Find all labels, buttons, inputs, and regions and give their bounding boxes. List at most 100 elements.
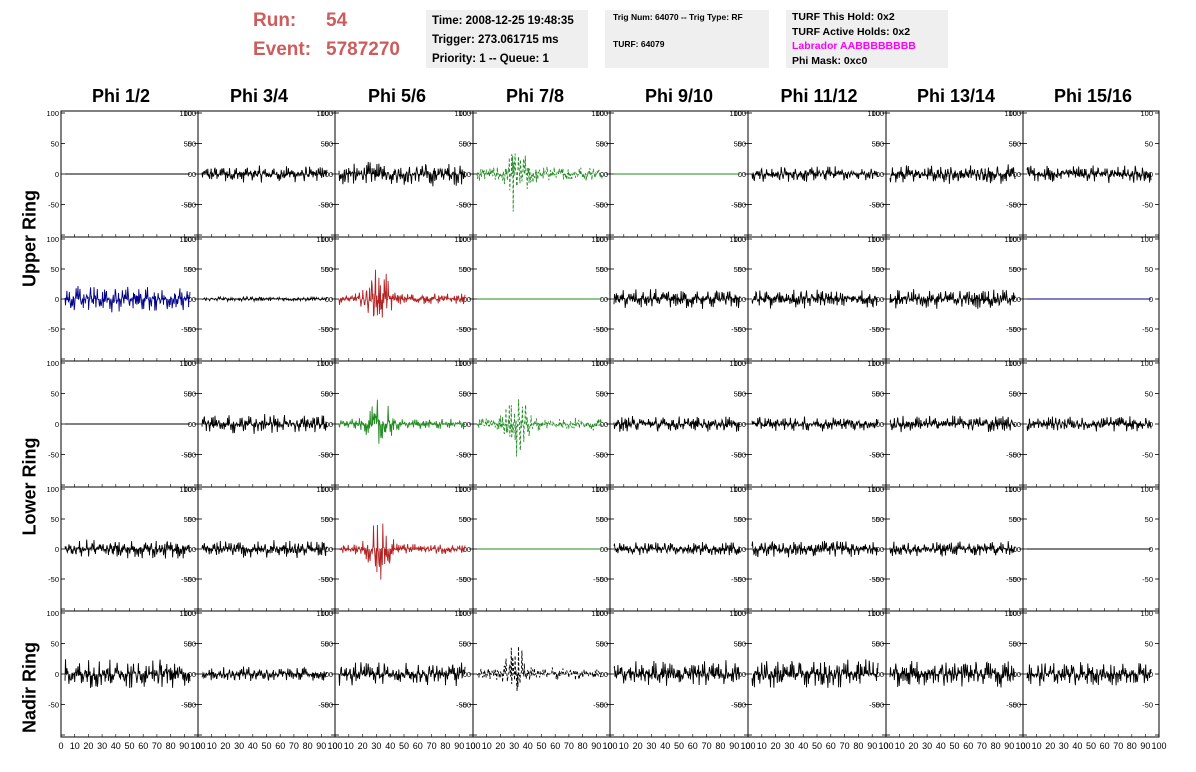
y-tick-label: 50 [184,390,192,399]
y-tick-label: 0 [1017,545,1021,554]
y-tick-label: 0 [329,670,333,679]
x-tick-label: 70 [702,741,712,751]
y-tick-label: -50 [318,451,329,460]
y-tick-label: 50 [321,265,329,274]
x-tick-label: 100 [602,741,617,751]
y-tick-label: 0 [188,295,192,304]
x-tick-label: 90 [1140,741,1150,751]
y-tick-label: 100 [1004,485,1017,494]
y-tick-label: 50 [738,390,746,399]
y-tick-label: -50 [869,575,880,584]
y-tick-label: -50 [185,575,196,584]
waveform-trace [889,289,1016,309]
y-tick-label: 0 [192,670,196,679]
y-tick-label: -50 [735,325,746,334]
x-tick-label: 40 [385,741,395,751]
y-tick-label: 50 [872,390,880,399]
y-tick-label: -50 [322,701,333,710]
y-tick-label: 50 [463,390,471,399]
y-tick-label: 100 [591,609,604,618]
x-tick-label: 80 [991,741,1001,751]
y-tick-label: 0 [188,420,192,429]
y-tick-label: -50 [597,701,608,710]
y-tick-label: 100 [183,235,196,244]
y-tick-label: 50 [463,640,471,649]
y-tick-label: 100 [1004,609,1017,618]
y-tick-label: -50 [48,201,59,210]
y-tick-label: -50 [322,201,333,210]
y-tick-label: 100 [1008,485,1021,494]
run-value: 54 [326,10,348,31]
y-tick-label: -50 [731,701,742,710]
waveform-trace [751,289,879,309]
turf-info-box: TURF This Hold: 0x2 TURF Active Holds: 0… [786,10,948,68]
y-tick-label: 0 [467,545,471,554]
y-tick-label: 100 [316,609,329,618]
phi-header-1: Phi 1/2 [91,86,151,106]
x-tick-label: 50 [261,741,271,751]
y-tick-label: -50 [48,575,59,584]
y-tick-label: 50 [600,515,608,524]
y-tick-label: 0 [600,545,604,554]
y-tick-label: -50 [185,201,196,210]
y-tick-label: 100 [316,359,329,368]
y-tick-label: 100 [595,109,608,118]
y-tick-label: 50 [188,640,196,649]
x-tick-label: 60 [1100,741,1110,751]
y-tick-label: 50 [459,140,467,149]
y-tick-label: 100 [458,485,471,494]
waveform-trace [613,415,741,432]
x-tick-label: 50 [1086,741,1096,751]
y-tick-label: 50 [459,640,467,649]
waveform-trace [338,269,466,318]
waveform-trace [201,540,328,559]
y-tick-label: 50 [184,140,192,149]
y-tick-label: -50 [185,325,196,334]
y-tick-label: 50 [872,140,880,149]
y-tick-label: 100 [458,359,471,368]
y-tick-label: 100 [1140,109,1153,118]
x-tick-label: 0 [195,741,200,751]
x-tick-label: 0 [745,741,750,751]
y-tick-label: 100 [871,485,884,494]
y-tick-label: 100 [871,609,884,618]
y-tick-label: 50 [876,515,884,524]
y-tick-label: 100 [733,109,746,118]
y-tick-label: 0 [742,670,746,679]
y-tick-label: -50 [460,701,471,710]
y-tick-label: -50 [318,575,329,584]
y-tick-label: 50 [188,515,196,524]
y-tick-label: 0 [880,545,884,554]
x-tick-label: 80 [303,741,313,751]
y-tick-label: 50 [1013,265,1021,274]
y-tick-label: -50 [318,201,329,210]
y-tick-label: 0 [467,670,471,679]
y-tick-label: -50 [318,701,329,710]
y-tick-label: 0 [604,170,608,179]
y-tick-label: 100 [46,235,59,244]
waveform-trace [1026,165,1152,184]
y-tick-label: 50 [738,265,746,274]
x-tick-label: 10 [895,741,905,751]
y-tick-label: 50 [463,140,471,149]
x-tick-label: 30 [922,741,932,751]
y-tick-label: 50 [1009,390,1017,399]
y-tick-label: -50 [597,575,608,584]
x-tick-label: 0 [58,741,63,751]
y-tick-label: 50 [738,640,746,649]
y-tick-label: 100 [183,359,196,368]
y-tick-label: 50 [600,640,608,649]
y-tick-label: -50 [460,325,471,334]
y-tick-label: 50 [463,515,471,524]
x-tick-label: 70 [840,741,850,751]
run-label: Run: [253,10,297,31]
y-tick-label: -50 [1010,451,1021,460]
y-tick-label: 50 [876,640,884,649]
y-tick-label: -50 [456,701,467,710]
x-tick-label: 80 [166,741,176,751]
y-tick-label: 50 [321,140,329,149]
y-tick-label: 50 [188,140,196,149]
x-tick-label: 100 [740,741,755,751]
waveform-trace [751,659,879,688]
